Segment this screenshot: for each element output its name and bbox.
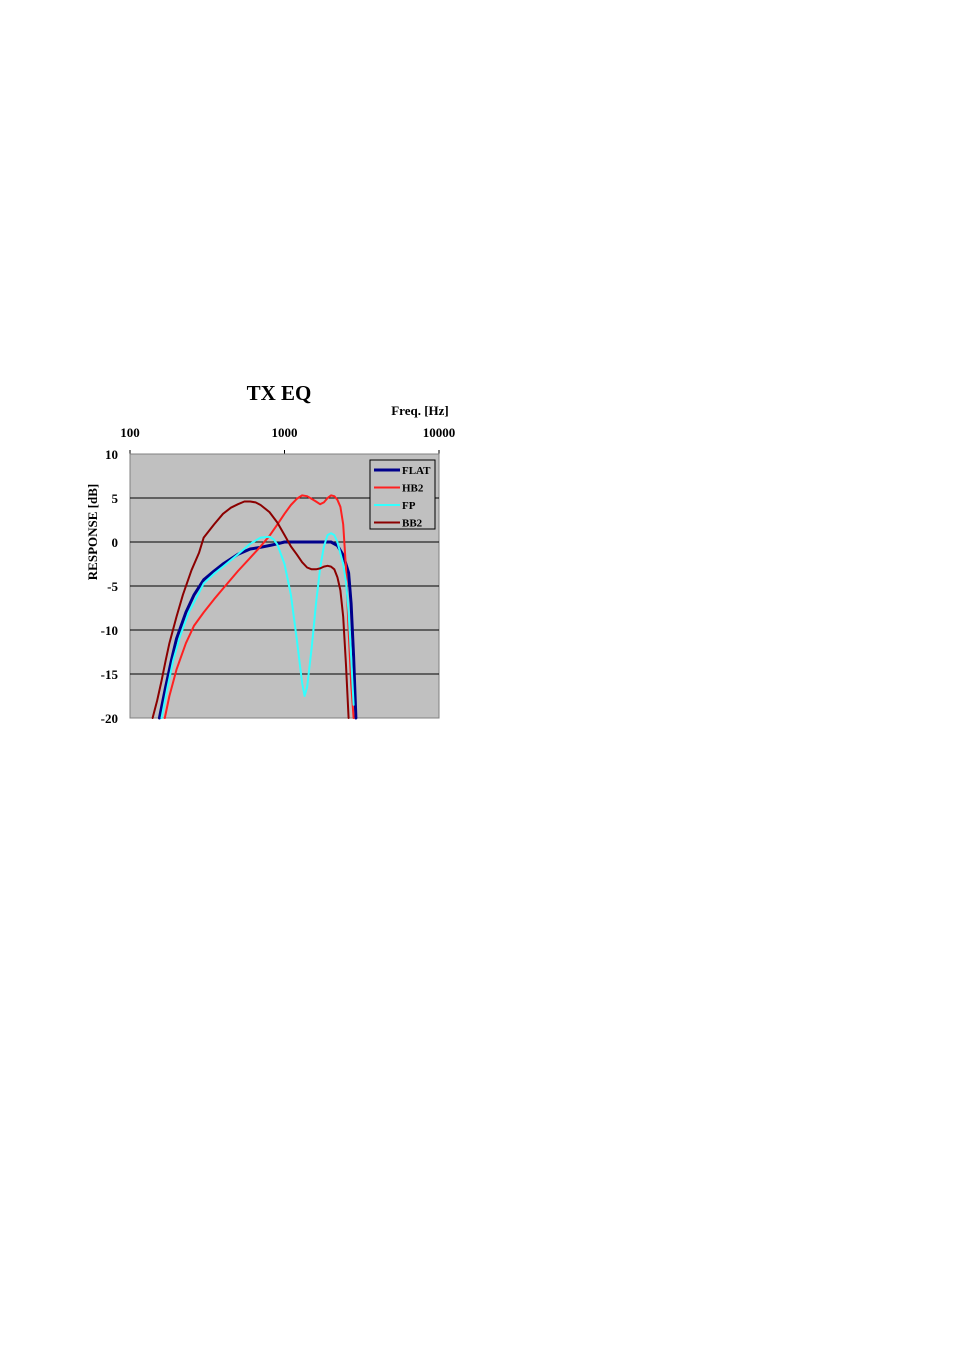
x-tick-label: 1000 bbox=[272, 425, 298, 440]
series-line-fp bbox=[160, 532, 355, 719]
legend-label-flat: FLAT bbox=[402, 465, 431, 477]
y-tick-label: 0 bbox=[112, 535, 119, 550]
y-tick-label: -10 bbox=[101, 623, 118, 638]
series-line-hb2 bbox=[163, 494, 355, 719]
y-axis-label: RESPONSE [dB] bbox=[85, 484, 100, 580]
x-tick-labels: 100 1000 10000 bbox=[120, 425, 455, 454]
series-line-flat bbox=[157, 540, 358, 720]
legend-label-hb2: HB2 bbox=[402, 483, 424, 495]
y-tick-label: -20 bbox=[101, 711, 118, 726]
series-lines bbox=[151, 494, 358, 720]
legend-label-fp: FP bbox=[402, 500, 416, 512]
series-line-bb2 bbox=[151, 500, 350, 719]
y-tick-label: 10 bbox=[105, 447, 118, 462]
legend-label-bb2: BB2 bbox=[402, 518, 423, 530]
x-tick-label: 100 bbox=[120, 425, 140, 440]
x-axis-label: Freq. [Hz] bbox=[391, 403, 449, 418]
legend: FLAT HB2 FP BB2 bbox=[369, 459, 436, 530]
y-tick-label: -15 bbox=[101, 667, 119, 682]
chart-title: TX EQ bbox=[247, 381, 312, 405]
y-tick-label: -5 bbox=[107, 579, 118, 594]
x-tick-label: 10000 bbox=[423, 425, 456, 440]
y-tick-labels: 10 5 0 -5 -10 -15 -20 bbox=[101, 447, 119, 726]
y-tick-label: 5 bbox=[112, 491, 119, 506]
